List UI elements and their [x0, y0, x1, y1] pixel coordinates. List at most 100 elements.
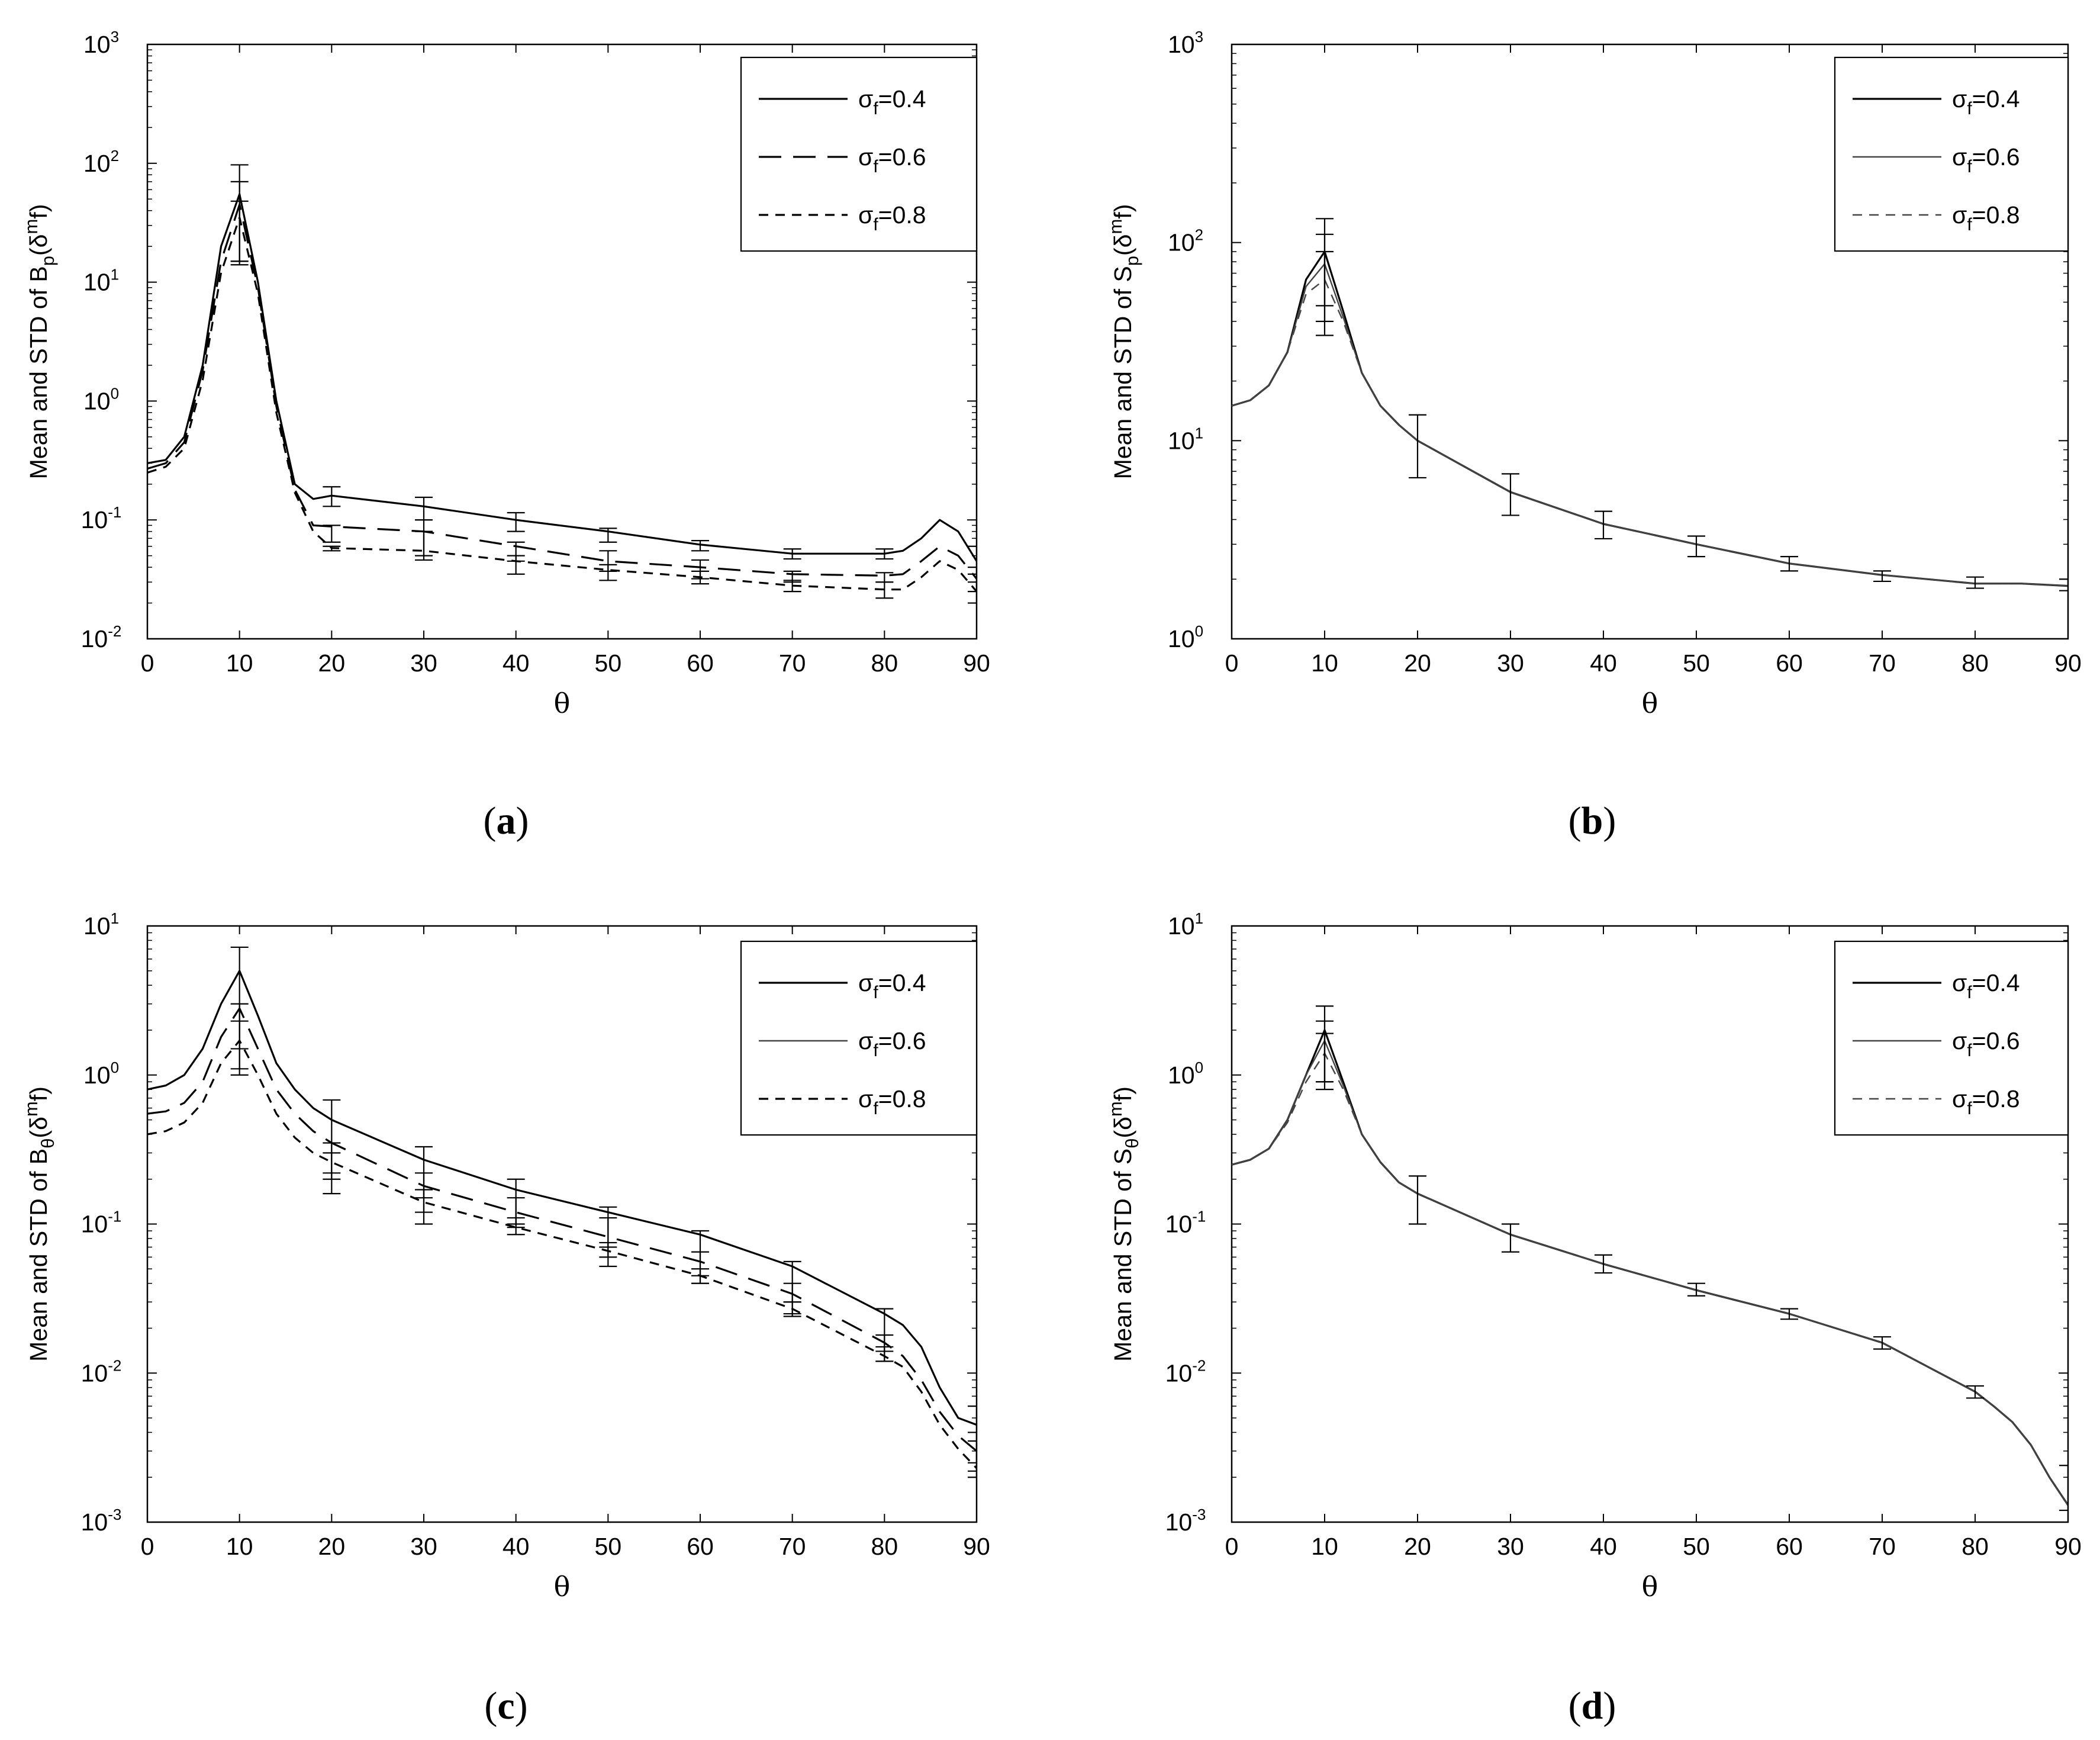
error-bar: [599, 1242, 617, 1258]
error-bar: [2059, 578, 2068, 591]
legend-value: =0.8: [878, 1085, 926, 1112]
x-tick-label: 10: [226, 649, 253, 677]
legend-sub: f: [873, 157, 878, 176]
y-tick-label: 101: [83, 266, 119, 296]
chart-d: 0 10 20 30 40 50 60 70 80 9010-310-210-1100101θMe…: [1105, 909, 2082, 1728]
x-tick-label: 50: [595, 1533, 622, 1560]
legend-label-1: σf=0.4: [858, 969, 926, 1002]
x-tick-label: 90: [963, 649, 990, 677]
error-bar: [691, 540, 709, 552]
error-bar: [415, 530, 433, 561]
y-tick-base: 10: [83, 150, 111, 177]
x-tick-label: 40: [503, 649, 530, 677]
error-bar: [230, 1020, 249, 1070]
y-tick-exponent: -2: [108, 1356, 121, 1374]
x-tick-label: 50: [1683, 649, 1710, 677]
y-tick-base: 10: [1168, 625, 1195, 652]
panel-caption: (c): [484, 1684, 527, 1728]
y-tick-label: 100: [1168, 622, 1203, 652]
y-tick-exponent: -3: [1192, 1506, 1206, 1523]
plot-frame: [146, 43, 978, 640]
plot-data: [1232, 218, 2068, 591]
error-bar: [323, 545, 341, 552]
x-tick-label: 20: [318, 1533, 346, 1560]
y-label-close: f): [1109, 1086, 1136, 1101]
legend: σf=0.4σf=0.6σf=0.8: [740, 940, 978, 1136]
error-bar: [783, 1301, 801, 1315]
caption-close: ): [516, 799, 529, 842]
error-bar: [875, 581, 894, 599]
caption-letter: b: [1582, 799, 1603, 842]
error-bar: [875, 1346, 894, 1362]
error-bar: [968, 1440, 977, 1478]
y-tick-exponent: -1: [108, 503, 121, 521]
caption-close: ): [515, 1684, 528, 1728]
y-tick-label: 100: [83, 384, 119, 414]
legend-value: =0.6: [878, 1027, 926, 1054]
y-tick-label: 101: [1168, 909, 1203, 940]
legend-symbol: σ: [858, 969, 873, 996]
y-tick-exponent: 1: [111, 909, 119, 927]
plot-data: [1232, 1005, 2068, 1511]
x-tick-label: 40: [503, 1533, 530, 1560]
legend-value: =0.6: [1972, 143, 2020, 171]
x-tick-label: 60: [1776, 1533, 1803, 1560]
series-line-3: [147, 216, 977, 593]
y-label-sup: m: [21, 219, 41, 234]
y-tick-label: 10-1: [81, 1208, 122, 1238]
legend-value: =0.6: [1972, 1027, 2020, 1054]
series-line-2: [147, 1007, 977, 1452]
legend-label-1: σf=0.4: [1952, 969, 2020, 1002]
legend-sub: f: [1967, 983, 1972, 1002]
y-tick-base: 10: [1165, 1359, 1193, 1387]
y-label-sub: θ: [37, 1138, 58, 1149]
error-bar: [2059, 1465, 2068, 1511]
x-tick-label: 10: [226, 1533, 253, 1560]
error-bar: [1966, 1385, 1984, 1399]
y-tick-base: 10: [1168, 1062, 1195, 1089]
y-tick-label: 10-2: [1165, 1356, 1206, 1387]
chart-a: 0 10 20 30 40 50 60 70 80 9010-210-1100101102103θ…: [21, 28, 990, 842]
x-tick-label: 90: [963, 1533, 990, 1560]
caption-letter: d: [1582, 1684, 1603, 1728]
plot-data: [147, 164, 977, 604]
y-tick-exponent: -2: [108, 622, 121, 640]
y-label-sub: θ: [1122, 1138, 1142, 1149]
legend-label-2: σf=0.6: [1952, 1027, 2020, 1060]
caption-open: (: [1568, 799, 1582, 842]
error-bar: [1966, 576, 1984, 589]
y-label-prefix: Mean and STD of B: [25, 266, 52, 479]
error-bar: [968, 1432, 977, 1472]
y-label-sup: m: [21, 1101, 41, 1117]
x-tick-label: 80: [1961, 1533, 1989, 1560]
x-tick-label: 20: [1404, 1533, 1431, 1560]
legend-sub: f: [873, 99, 878, 118]
x-tick-label: 40: [1590, 649, 1617, 677]
legend-symbol: σ: [858, 85, 873, 112]
legend-label-2: σf=0.6: [858, 1027, 926, 1060]
legend-label-1: σf=0.4: [1952, 85, 2020, 118]
y-tick-base: 10: [1168, 912, 1195, 940]
legend: σf=0.4σf=0.6σf=0.8: [740, 56, 978, 252]
legend-symbol: σ: [1952, 201, 1967, 229]
x-axis-label: θ: [1642, 687, 1658, 719]
error-bar: [1780, 556, 1798, 572]
panel-caption: (b): [1568, 799, 1616, 842]
x-tick-label: 20: [318, 649, 346, 677]
error-bar: [691, 1268, 709, 1284]
error-bar: [968, 545, 977, 575]
error-bar: [1873, 570, 1891, 583]
y-tick-base: 10: [1168, 31, 1195, 58]
legend-value: =0.4: [1972, 969, 2020, 996]
legend-symbol: σ: [858, 143, 873, 171]
y-label-open: (δ: [1109, 1117, 1136, 1138]
legend-label-1: σf=0.4: [858, 85, 926, 118]
x-tick-label: 30: [1497, 1533, 1524, 1560]
x-tick-label: 50: [1683, 1533, 1710, 1560]
legend-box: [1834, 56, 2069, 252]
y-axis-label: Mean and STD of Bθ(δmf): [21, 1086, 58, 1362]
series-line-3: [147, 1040, 977, 1469]
x-tick-label: 40: [1590, 1533, 1617, 1560]
error-bar: [323, 486, 341, 507]
legend-symbol: σ: [858, 1085, 873, 1112]
